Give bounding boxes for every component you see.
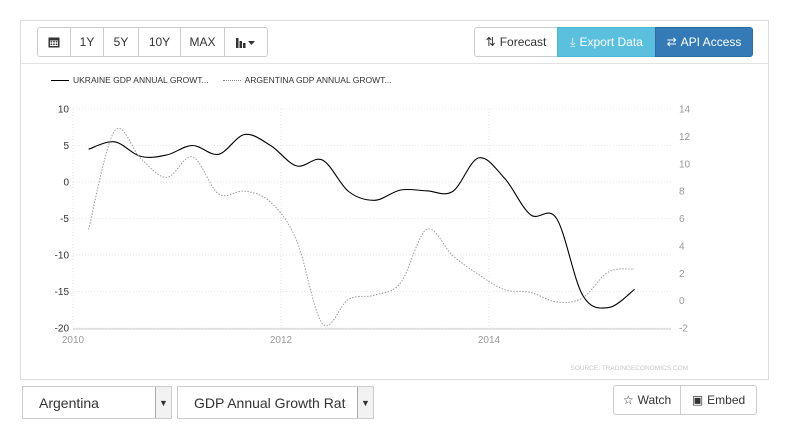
legend-swatch-solid <box>51 79 69 81</box>
export-data-label: Export Data <box>579 35 643 49</box>
star-icon: ☆ <box>622 393 634 407</box>
calendar-icon <box>48 37 60 48</box>
image-icon: ▣ <box>691 393 704 407</box>
range-button-group: 1Y 5Y 10Y MAX <box>37 27 268 57</box>
country-select-value: Argentina <box>39 394 99 411</box>
indicator-select-value: GDP Annual Growth Rat <box>194 394 346 411</box>
y-right-tick-label: 10 <box>679 159 691 170</box>
y-left-tick-label: -10 <box>55 251 70 262</box>
legend-item-series2[interactable]: ARGENTINA GDP ANNUAL GROWT... <box>222 75 392 85</box>
legend-swatch-dotted <box>222 79 241 81</box>
chart-type-dropdown[interactable] <box>224 27 268 57</box>
y-right-tick-label: 8 <box>679 187 685 198</box>
y-right-tick-label: 0 <box>679 296 685 307</box>
y-left-tick-label: -15 <box>55 287 70 298</box>
forecast-label: Forecast <box>499 35 547 49</box>
legend-label-series2: ARGENTINA GDP ANNUAL GROWT... <box>244 75 392 85</box>
chart-panel: 1Y 5Y 10Y MAX ⇅ Forecast ⤓ Export Data <box>20 20 769 380</box>
series-line-argentina <box>88 127 635 327</box>
chart-legend: UKRAINE GDP ANNUAL GROWT... ARGENTINA GD… <box>51 75 405 85</box>
watch-embed-group: ☆ Watch ▣ Embed <box>613 385 757 415</box>
download-icon: ⤓ <box>570 34 576 49</box>
series-line-ukraine <box>88 133 635 309</box>
x-tick-label: 2012 <box>270 335 293 346</box>
legend-item-series1[interactable]: UKRAINE GDP ANNUAL GROWT... <box>51 75 209 85</box>
y-left-tick-label: 0 <box>63 178 69 189</box>
y-right-tick-label: 4 <box>679 241 685 252</box>
watch-button[interactable]: ☆ Watch <box>613 385 681 415</box>
sort-arrows-icon: ⇅ <box>485 35 496 49</box>
embed-button[interactable]: ▣ Embed <box>680 385 757 415</box>
legend-label-series1: UKRAINE GDP ANNUAL GROWT... <box>73 75 209 85</box>
source-text: SOURCE: TRADINGECONOMICS.COM <box>570 365 688 372</box>
chart-toolbar: 1Y 5Y 10Y MAX ⇅ Forecast ⤓ Export Data <box>21 21 768 64</box>
x-tick-label: 2014 <box>478 335 501 346</box>
embed-label: Embed <box>707 393 746 407</box>
chevron-down-icon: ▼ <box>357 387 373 418</box>
api-access-button[interactable]: ⇄ API Access <box>655 27 753 57</box>
line-chart: 10 5 0 -5 -10 -15 -20 14 12 10 8 6 4 2 0 -2 2010 2012 2014… <box>55 105 691 373</box>
bar-chart-icon <box>236 38 255 48</box>
x-tick-label: 2010 <box>62 335 85 346</box>
range-5y-button[interactable]: 5Y <box>103 27 139 57</box>
calendar-button[interactable] <box>37 27 71 57</box>
y-right-tick-label: 14 <box>679 105 691 116</box>
indicator-select[interactable]: GDP Annual Growth Rat ▼ <box>177 386 374 419</box>
y-left-tick-label: 10 <box>58 105 70 116</box>
y-left-tick-label: -20 <box>55 324 70 335</box>
y-left-tick-label: -5 <box>60 214 69 225</box>
country-select[interactable]: Argentina ▼ <box>22 386 172 419</box>
api-access-label: API Access <box>680 35 742 49</box>
range-max-button[interactable]: MAX <box>180 27 225 57</box>
chevron-down-icon: ▼ <box>155 387 171 418</box>
y-right-tick-label: 6 <box>679 214 685 225</box>
range-10y-button[interactable]: 10Y <box>138 27 181 57</box>
y-left-tick-label: 5 <box>63 141 69 152</box>
exchange-icon: ⇄ <box>666 35 677 49</box>
y-right-tick-label: -2 <box>679 324 688 335</box>
action-button-group: ⇅ Forecast ⤓ Export Data ⇄ API Access <box>474 27 753 57</box>
watch-label: Watch <box>637 393 672 407</box>
y-right-tick-label: 2 <box>679 269 685 280</box>
forecast-button[interactable]: ⇅ Forecast <box>474 27 558 57</box>
bottom-bar: Argentina ▼ GDP Annual Growth Rat ▼ ☆ Wa… <box>20 380 769 428</box>
y-right-tick-label: 12 <box>679 132 691 143</box>
